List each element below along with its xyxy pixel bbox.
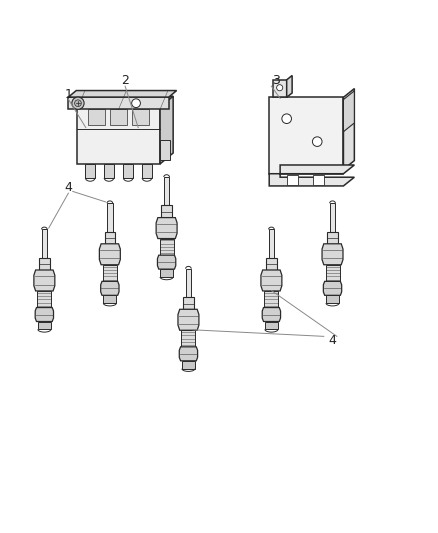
Polygon shape — [68, 97, 169, 109]
Circle shape — [72, 97, 84, 109]
Polygon shape — [110, 109, 127, 125]
Polygon shape — [39, 258, 49, 270]
Polygon shape — [68, 91, 177, 97]
Circle shape — [74, 100, 81, 107]
Polygon shape — [159, 239, 173, 255]
Polygon shape — [330, 203, 336, 231]
Polygon shape — [101, 281, 119, 295]
Polygon shape — [326, 295, 339, 303]
Polygon shape — [343, 88, 354, 169]
Polygon shape — [343, 91, 354, 132]
Circle shape — [282, 114, 291, 124]
Polygon shape — [287, 76, 292, 98]
Polygon shape — [327, 231, 338, 244]
Polygon shape — [104, 164, 114, 178]
Polygon shape — [77, 96, 173, 107]
Polygon shape — [99, 244, 120, 265]
Polygon shape — [160, 140, 170, 159]
Polygon shape — [261, 270, 282, 291]
Polygon shape — [273, 80, 287, 98]
Polygon shape — [124, 164, 133, 178]
Text: 4: 4 — [64, 181, 72, 195]
Polygon shape — [142, 164, 152, 178]
Polygon shape — [157, 255, 176, 269]
Polygon shape — [160, 269, 173, 277]
Polygon shape — [182, 361, 195, 369]
Polygon shape — [160, 96, 173, 164]
Polygon shape — [107, 203, 113, 231]
Polygon shape — [287, 175, 297, 184]
Polygon shape — [178, 309, 199, 330]
Polygon shape — [156, 217, 177, 239]
Polygon shape — [181, 330, 195, 347]
Polygon shape — [103, 295, 117, 303]
Polygon shape — [164, 177, 170, 205]
Polygon shape — [132, 109, 149, 125]
Polygon shape — [268, 229, 274, 258]
Polygon shape — [105, 231, 115, 244]
Text: 3: 3 — [272, 75, 280, 87]
Text: 1: 1 — [64, 87, 72, 101]
Polygon shape — [103, 265, 117, 281]
Polygon shape — [325, 265, 339, 281]
Polygon shape — [42, 229, 47, 258]
Polygon shape — [183, 297, 194, 309]
Text: 4: 4 — [328, 334, 336, 347]
Polygon shape — [322, 244, 343, 265]
Polygon shape — [179, 347, 198, 361]
Polygon shape — [269, 98, 343, 174]
Circle shape — [277, 85, 283, 91]
Polygon shape — [35, 308, 53, 321]
Polygon shape — [34, 270, 55, 291]
Polygon shape — [266, 258, 277, 270]
Polygon shape — [37, 291, 51, 308]
Text: 2: 2 — [121, 75, 129, 87]
Polygon shape — [88, 109, 105, 125]
Circle shape — [132, 99, 141, 108]
Polygon shape — [265, 291, 279, 308]
Polygon shape — [323, 281, 342, 295]
Polygon shape — [269, 165, 354, 186]
Polygon shape — [161, 205, 172, 217]
Polygon shape — [38, 321, 51, 329]
Polygon shape — [186, 269, 191, 297]
Polygon shape — [77, 107, 160, 164]
Polygon shape — [265, 321, 278, 329]
Polygon shape — [313, 175, 324, 184]
Polygon shape — [262, 308, 281, 321]
Polygon shape — [85, 164, 95, 178]
Circle shape — [312, 137, 322, 147]
